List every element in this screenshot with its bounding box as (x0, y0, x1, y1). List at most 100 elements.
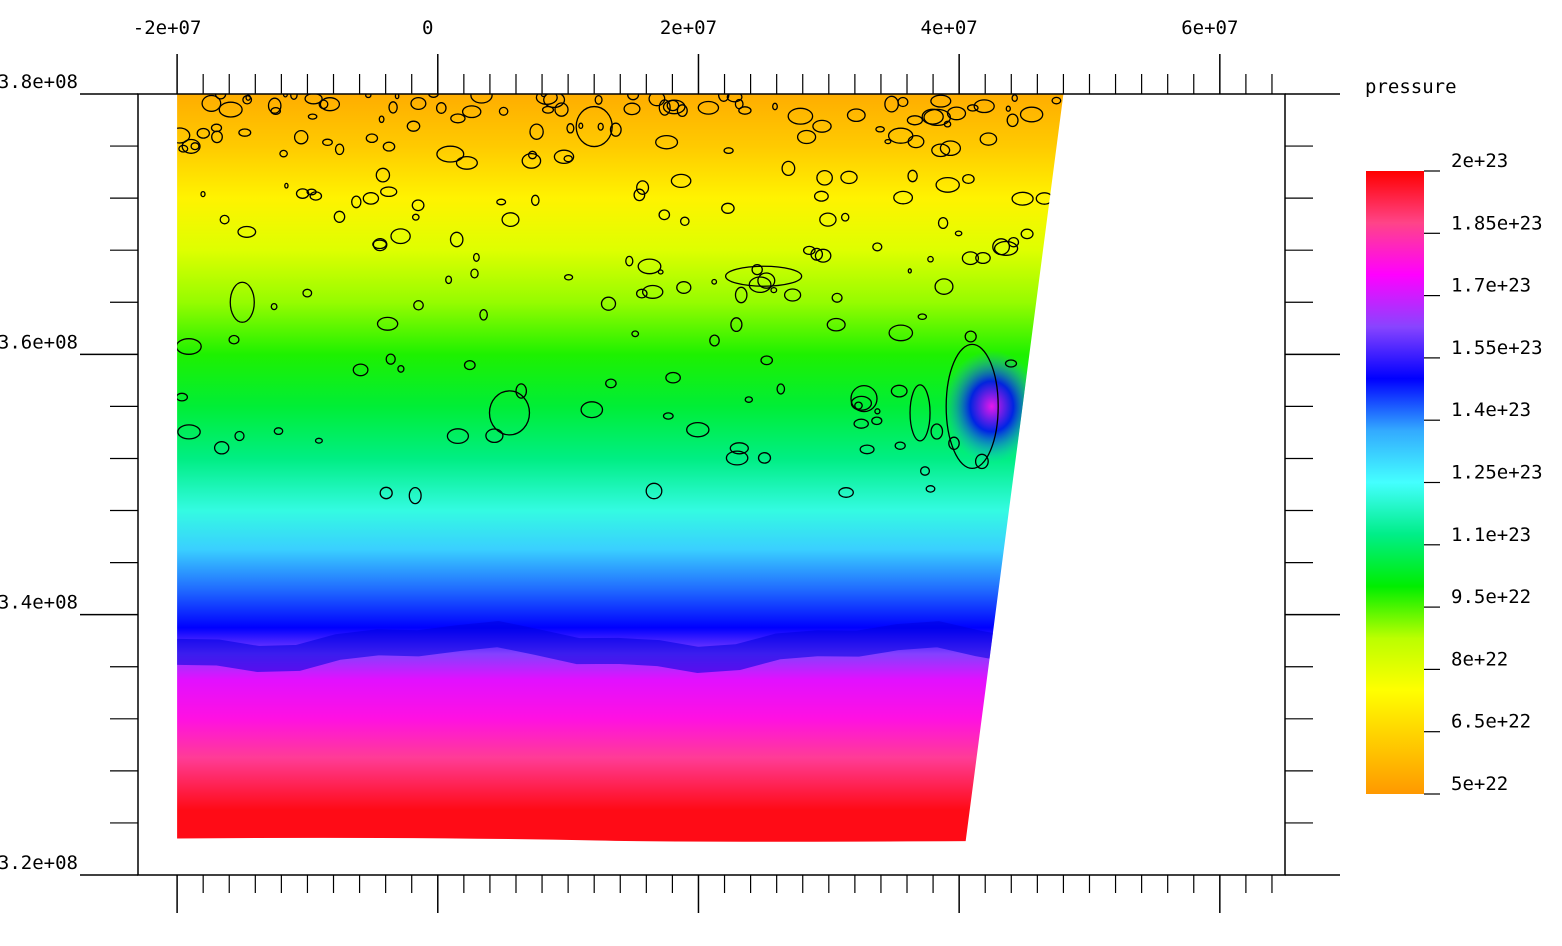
contour-loop (1019, 106, 1044, 123)
contour-loop (379, 486, 393, 500)
contour-loop (937, 216, 949, 230)
contour-loop (943, 120, 952, 128)
contour-loop (893, 190, 914, 205)
contour-loop (686, 421, 710, 438)
contour-loop (554, 102, 569, 117)
x-tick-label: 4e+07 (921, 17, 978, 39)
contour-loop (213, 441, 230, 455)
contour-loop (776, 383, 786, 395)
contour-loop (665, 371, 681, 384)
contour-loop (846, 108, 866, 123)
contour-loop (214, 94, 227, 100)
contour-loop (874, 408, 881, 415)
y-tick-label: 3.4e+08 (0, 592, 78, 614)
contour-loop (578, 122, 584, 130)
contour-loop (658, 209, 671, 221)
y-tick-label: 3.6e+08 (0, 331, 78, 353)
contour-loop (730, 317, 743, 333)
contour-loop (293, 129, 309, 145)
contour-loop (709, 334, 720, 347)
y-tick-label: 3.2e+08 (0, 852, 78, 874)
contour-loop (605, 378, 617, 389)
contour-loop (966, 104, 979, 112)
contour-loop (648, 94, 666, 107)
contour-loop (540, 94, 547, 98)
contour-loop (580, 401, 604, 419)
contour-loop (411, 213, 420, 221)
contour-loop (854, 401, 863, 410)
contour-loop (229, 281, 255, 323)
contour-loop (890, 384, 908, 398)
contour-loop (314, 437, 323, 444)
contour-loop (697, 100, 720, 115)
colorbar-scale (1366, 171, 1424, 794)
colorbar-label: 1.1e+23 (1451, 524, 1531, 546)
contour-loop (304, 94, 323, 105)
field-detail (177, 350, 1040, 673)
contour-loop (946, 106, 967, 121)
contour-loop (787, 107, 814, 125)
contour-loop (219, 214, 230, 225)
contour-loop (757, 452, 772, 464)
pressure-ridge (177, 620, 1021, 673)
contour-loop (917, 313, 928, 321)
contour-loop (333, 210, 346, 223)
contour-loop (859, 444, 875, 455)
contour-loop (318, 99, 329, 110)
contour-loop (935, 176, 960, 193)
contour-loop (575, 105, 613, 148)
contour-loop (974, 453, 989, 470)
contour-loop (961, 251, 980, 266)
contour-loop (631, 330, 640, 338)
contour-loop (228, 334, 240, 345)
contour-loop (757, 272, 776, 289)
contour-loop (181, 138, 201, 154)
contour-loop (1051, 96, 1062, 105)
contour-loop (378, 115, 385, 124)
contour-loop (641, 284, 664, 299)
contour-loop (748, 276, 772, 294)
contour-loop (563, 274, 574, 281)
colorbar-label: 6.5e+22 (1451, 711, 1531, 733)
colorbar-label: 1.85e+23 (1451, 212, 1543, 234)
contour-loop (888, 324, 914, 342)
contour-loop (284, 182, 289, 189)
contour-loop (897, 96, 909, 108)
contour-loop (428, 94, 439, 98)
contour-loop (838, 487, 854, 498)
contour-loop (993, 240, 1019, 256)
axis-ticks: -2e+07 0 2e+07 4e+07 6e+07 3.8e+08 3.6e+08 3.4e… (0, 17, 1340, 913)
colorbar-label: 1.4e+23 (1451, 399, 1531, 421)
colorbar-label: 2e+23 (1451, 150, 1508, 172)
colorbar-label: 1.55e+23 (1451, 337, 1543, 359)
contour-loop (679, 216, 690, 227)
contour-loop (781, 160, 796, 177)
contour-loop (734, 286, 748, 304)
contour-loop (637, 258, 662, 275)
contour-loop (177, 424, 201, 440)
contour-loop (470, 94, 493, 104)
contour-loop (633, 188, 646, 202)
contour-loop (717, 94, 730, 102)
contour-loop (979, 132, 998, 146)
contour-loop (388, 101, 398, 114)
colorbar-label: 1.25e+23 (1451, 462, 1543, 484)
contour-loop (772, 102, 778, 111)
contour-loop (177, 127, 191, 144)
x-tick-label: 0 (422, 17, 433, 39)
contour-loop (670, 173, 692, 189)
contour-loop (907, 169, 918, 183)
contour-loop (334, 143, 345, 156)
contour-loop (636, 180, 650, 195)
contour-loop (295, 188, 310, 199)
contour-loop (270, 106, 282, 116)
contour-loop (290, 94, 298, 100)
contour-loop (796, 129, 817, 145)
contour-loop (177, 338, 202, 355)
contour-loop (435, 102, 447, 114)
contour-loop (445, 275, 453, 285)
contour-loop (307, 113, 318, 120)
contour-loop (411, 199, 425, 212)
contour-loop (479, 308, 488, 321)
contour-loop (816, 169, 833, 186)
